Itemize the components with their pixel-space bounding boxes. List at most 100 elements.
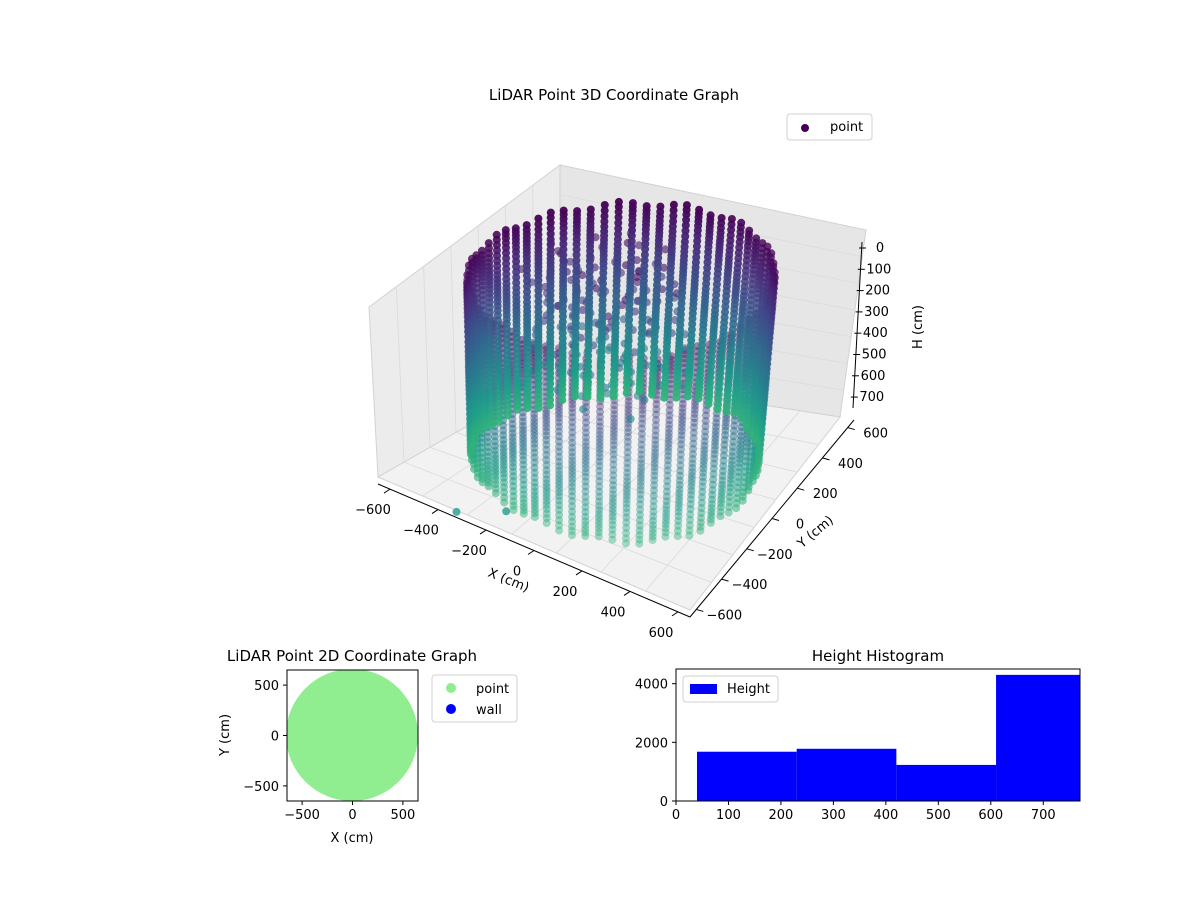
data-point <box>568 464 577 473</box>
data-point <box>555 403 563 412</box>
data-point <box>595 477 604 486</box>
data-point <box>701 432 709 441</box>
data-point <box>555 452 563 461</box>
data-point <box>530 414 539 423</box>
data-point <box>581 528 590 537</box>
data-point <box>608 516 617 525</box>
data-point <box>719 467 727 476</box>
data-point <box>623 437 632 446</box>
data-point <box>542 475 551 484</box>
data-point <box>624 408 633 417</box>
data-point <box>651 421 660 430</box>
data-point <box>530 513 539 521</box>
data-point <box>677 431 686 440</box>
data-point <box>495 417 504 426</box>
data-point <box>678 415 687 424</box>
data-point <box>595 441 604 450</box>
data-point <box>584 346 593 355</box>
x-tick-label: 0 <box>513 565 521 580</box>
y-tick-label: 0 <box>271 730 279 745</box>
data-point <box>746 430 755 439</box>
data-point <box>609 455 618 464</box>
data-point <box>690 409 699 418</box>
chart-histogram: Height Histogram 0 100 200 300 400 500 600 7000… <box>635 647 1081 823</box>
data-point <box>609 485 618 494</box>
x-tick <box>623 591 631 596</box>
data-point <box>624 397 633 406</box>
z-tick-label: 500 <box>862 347 887 362</box>
data-point <box>700 453 708 462</box>
data-point <box>471 434 480 443</box>
data-point <box>523 404 532 413</box>
data-point <box>622 499 631 508</box>
data-point <box>648 525 657 534</box>
data-point <box>530 483 539 492</box>
data-point <box>754 447 763 456</box>
data-point <box>555 447 563 456</box>
data-point <box>676 450 685 459</box>
data-point <box>581 453 590 462</box>
data-point <box>568 467 577 476</box>
data-point <box>530 463 539 472</box>
data-point <box>662 487 671 496</box>
data-point <box>720 435 729 444</box>
data-point <box>696 518 705 527</box>
data-point <box>719 462 728 471</box>
data-point <box>568 517 577 526</box>
data-point <box>609 481 618 490</box>
data-point <box>685 521 694 530</box>
data-point <box>635 531 644 540</box>
data-point <box>637 329 646 338</box>
data-point <box>595 487 604 496</box>
data-point <box>610 410 619 419</box>
data-point <box>555 516 564 525</box>
data-point <box>687 486 696 495</box>
chart-2d-title: LiDAR Point 2D Coordinate Graph <box>227 647 477 665</box>
legend-3d: point <box>786 113 873 141</box>
data-point <box>558 396 567 404</box>
data-point <box>596 394 605 403</box>
histogram-bar <box>796 748 897 801</box>
data-point <box>595 472 604 480</box>
legend-2d-point-label: point <box>476 682 509 697</box>
data-point <box>664 456 672 465</box>
data-point <box>661 524 670 533</box>
data-point <box>686 515 694 524</box>
data-point <box>637 459 646 468</box>
data-point <box>653 264 662 273</box>
data-point <box>635 535 644 544</box>
legend-2d-point-marker <box>446 683 456 693</box>
data-point <box>578 296 587 305</box>
data-point <box>555 488 564 497</box>
data-point <box>568 443 577 452</box>
data-point <box>542 486 551 495</box>
data-point <box>566 257 575 266</box>
data-point <box>610 401 619 410</box>
data-point <box>696 522 705 531</box>
y-tick-label: −600 <box>706 608 742 623</box>
x-tick-label: 400 <box>601 605 626 620</box>
data-point <box>690 418 699 427</box>
data-point <box>530 478 539 487</box>
data-point <box>753 466 762 475</box>
data-point <box>651 440 660 449</box>
data-point <box>708 480 717 489</box>
data-point <box>699 464 708 473</box>
data-point <box>664 432 673 441</box>
data-point <box>622 508 631 517</box>
y-tick-label: −400 <box>732 578 768 593</box>
data-point <box>608 530 617 539</box>
data-point <box>596 413 604 421</box>
data-point <box>652 405 661 414</box>
data-point <box>609 432 618 441</box>
data-point <box>568 502 577 511</box>
data-point <box>542 450 551 459</box>
data-point <box>710 459 718 468</box>
data-point <box>673 526 682 535</box>
data-point <box>711 427 720 436</box>
data-point <box>689 428 698 437</box>
data-point <box>555 505 564 514</box>
data-point <box>568 474 577 483</box>
data-point <box>624 405 633 414</box>
